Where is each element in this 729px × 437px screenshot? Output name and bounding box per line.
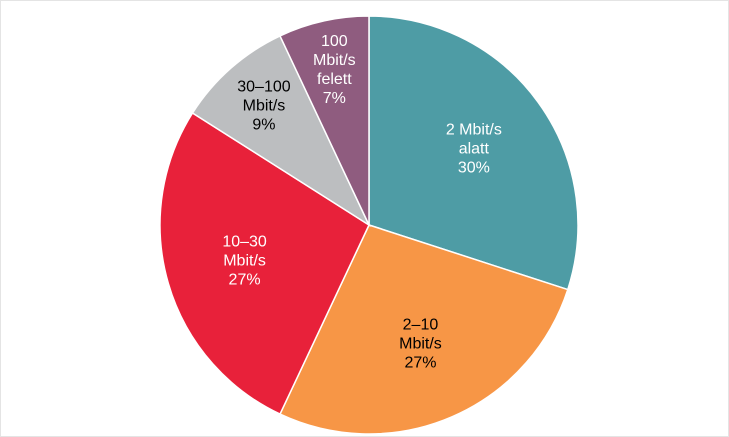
slice-label: 2 Mbit/s alatt 30% (441, 120, 507, 177)
slice-category: 100 Mbit/s felett (313, 32, 356, 88)
slice-label: 2–10 Mbit/s 27% (387, 315, 453, 372)
slice-category: 10–30 Mbit/s (222, 233, 267, 270)
slice-value: 7% (322, 89, 346, 107)
slice-value: 27% (404, 354, 437, 372)
slice-label: 10–30 Mbit/s 27% (212, 233, 278, 290)
slice-category: 2 Mbit/s alatt (445, 121, 502, 158)
pie-slice (279, 15, 370, 226)
pie-slice (279, 224, 569, 435)
slice-category: 30–100 Mbit/s (237, 78, 291, 115)
slice-label: 30–100 Mbit/s 9% (231, 77, 297, 134)
pie-slice (191, 34, 371, 228)
pie-slice (368, 15, 579, 291)
slice-label: 100 Mbit/s felett 7% (301, 32, 367, 108)
slice-value: 9% (252, 116, 276, 134)
pie-slice (159, 111, 370, 416)
slice-value: 27% (228, 271, 261, 289)
slice-category: 2–10 Mbit/s (399, 316, 442, 353)
slice-value: 30% (457, 159, 490, 177)
